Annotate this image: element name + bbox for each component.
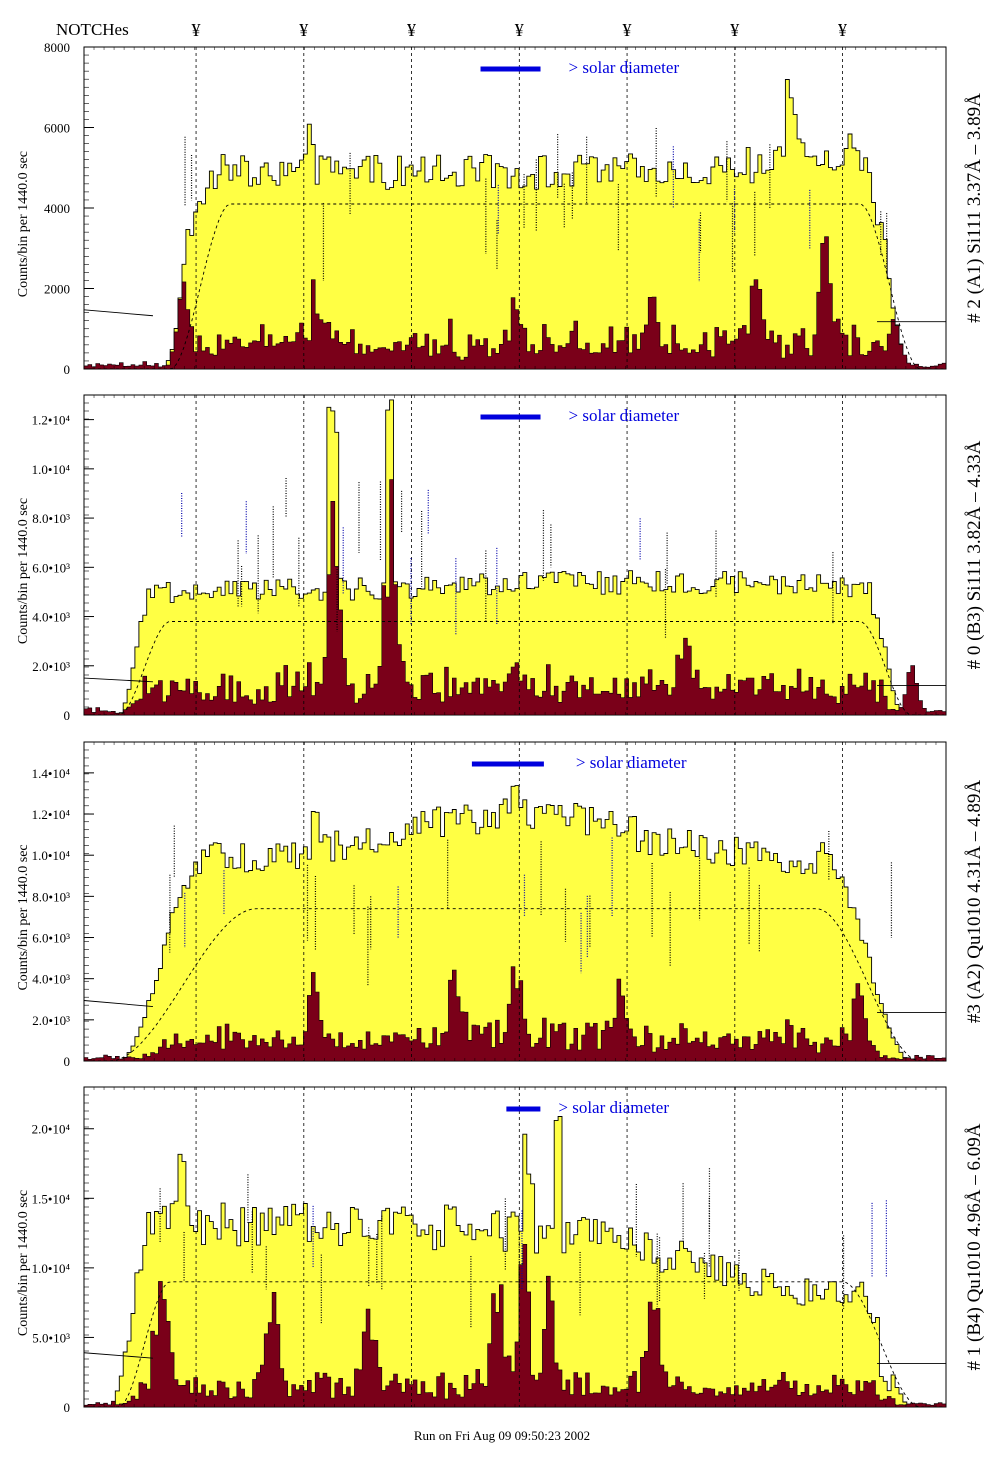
- y-tick-label: 1.2•10⁴: [32, 807, 71, 822]
- maroon-histogram: [83, 479, 947, 716]
- detector-label: # 2 (A1) Si111 3.37Å – 3.89Å: [964, 93, 985, 323]
- model-curve-dashed: [86, 621, 944, 716]
- yellow-histogram-outline: [84, 1116, 946, 1408]
- notches-title: NOTCHes: [56, 20, 129, 39]
- yellow-histogram-fill: [84, 1116, 946, 1407]
- solar-diameter-legend: > solar diameter: [569, 58, 680, 77]
- y-tick-label: 1.2•10⁴: [32, 413, 71, 428]
- maroon-histogram: [83, 236, 947, 370]
- y-axis-label: Counts/bin per 1440.0 sec: [16, 151, 31, 297]
- y-tick-label: 8.0•10³: [32, 511, 70, 526]
- background-line-left: [83, 677, 153, 683]
- notch-marker-3: ¥: [407, 20, 416, 40]
- notch-marker-2: ¥: [299, 20, 308, 40]
- y-tick-label: 1.0•10⁴: [32, 462, 71, 477]
- notch-marker-1: ¥: [192, 20, 201, 40]
- solar-diameter-legend: > solar diameter: [576, 753, 687, 772]
- y-tick-label: 1.5•10⁴: [32, 1191, 71, 1206]
- y-tick-label: 6000: [44, 121, 70, 136]
- notch-marker-6: ¥: [730, 20, 739, 40]
- maroon-histogram: [83, 1244, 947, 1408]
- y-tick-label: 8.0•10³: [32, 889, 70, 904]
- notch-marker-7: ¥: [838, 20, 847, 40]
- background-line-left: [83, 1352, 153, 1359]
- detector-label: # 1 (B4) Qu1010 4.96Å – 6.09Å: [964, 1123, 985, 1370]
- y-tick-label: 4000: [44, 201, 70, 216]
- y-axis-label: Counts/bin per 1440.0 sec: [16, 1190, 31, 1336]
- notch-marker-4: ¥: [515, 20, 524, 40]
- y-tick-label: 4.0•10³: [32, 972, 70, 987]
- detector-label: #3 (A2) Qu1010 4.31Å – 4.89Å: [964, 780, 985, 1024]
- y-tick-label: 2.0•10³: [32, 659, 70, 674]
- y-tick-label: 1.0•10⁴: [32, 848, 71, 863]
- yellow-histogram-outline: [84, 399, 946, 716]
- yellow-histogram-outline: [84, 79, 946, 370]
- panel-4: 0 5.0•10³ 1.0•10⁴ 1.5•10⁴ 2.0•10⁴ Counts/bin …: [16, 1086, 985, 1415]
- yellow-histogram-outline: [84, 785, 946, 1062]
- y-tick-label: 4.0•10³: [32, 610, 70, 625]
- y-axis-label: Counts/bin per 1440.0 sec: [16, 844, 31, 990]
- y-tick-label: 6.0•10³: [32, 931, 70, 946]
- y-tick-label: 0: [64, 362, 71, 377]
- y-tick-label: 2000: [44, 282, 70, 297]
- y-tick-label: 1.4•10⁴: [32, 766, 71, 781]
- detector-label: # 0 (B3) Si111 3.82Å – 4.33Å: [964, 440, 985, 669]
- panel-3: 0 2.0•10³ 4.0•10³ 6.0•10³ 8.0•10³ 1.0•10⁴ 1.2•…: [16, 741, 985, 1069]
- solar-diameter-legend: > solar diameter: [569, 406, 680, 425]
- background-line-left: [83, 309, 153, 317]
- y-tick-label: 8000: [44, 40, 70, 55]
- yellow-histogram-fill: [84, 399, 946, 715]
- y-tick-label: 2.0•10³: [32, 1013, 70, 1028]
- model-curve-dashed: [86, 908, 944, 1062]
- run-timestamp: Run on Fri Aug 09 09:50:23 2002: [413, 1428, 591, 1443]
- y-tick-label: 6.0•10³: [32, 560, 70, 575]
- panel-1: 0 2000 4000 6000 8000 Counts/bin per 1440.0 s…: [16, 40, 985, 377]
- y-tick-label: 2.0•10⁴: [32, 1122, 71, 1137]
- y-tick-label: 0: [64, 1054, 71, 1069]
- model-curve-dashed: [86, 1281, 944, 1408]
- solar-diameter-legend: > solar diameter: [558, 1098, 669, 1117]
- y-tick-label: 0: [64, 708, 71, 723]
- maroon-histogram: [83, 966, 947, 1062]
- y-tick-label: 0: [64, 1400, 71, 1415]
- background-line-left: [83, 1000, 153, 1007]
- y-axis-label: Counts/bin per 1440.0 sec: [16, 498, 31, 644]
- model-curve-dashed: [86, 203, 944, 370]
- y-tick-label: 5.0•10³: [32, 1330, 70, 1345]
- yellow-histogram-fill: [84, 79, 946, 369]
- y-tick-label: 1.0•10⁴: [32, 1261, 71, 1276]
- panel-2: 0 2.0•10³ 4.0•10³ 6.0•10³ 8.0•10³ 1.0•10⁴ 1.2•…: [16, 394, 985, 723]
- notch-marker-5: ¥: [623, 20, 632, 40]
